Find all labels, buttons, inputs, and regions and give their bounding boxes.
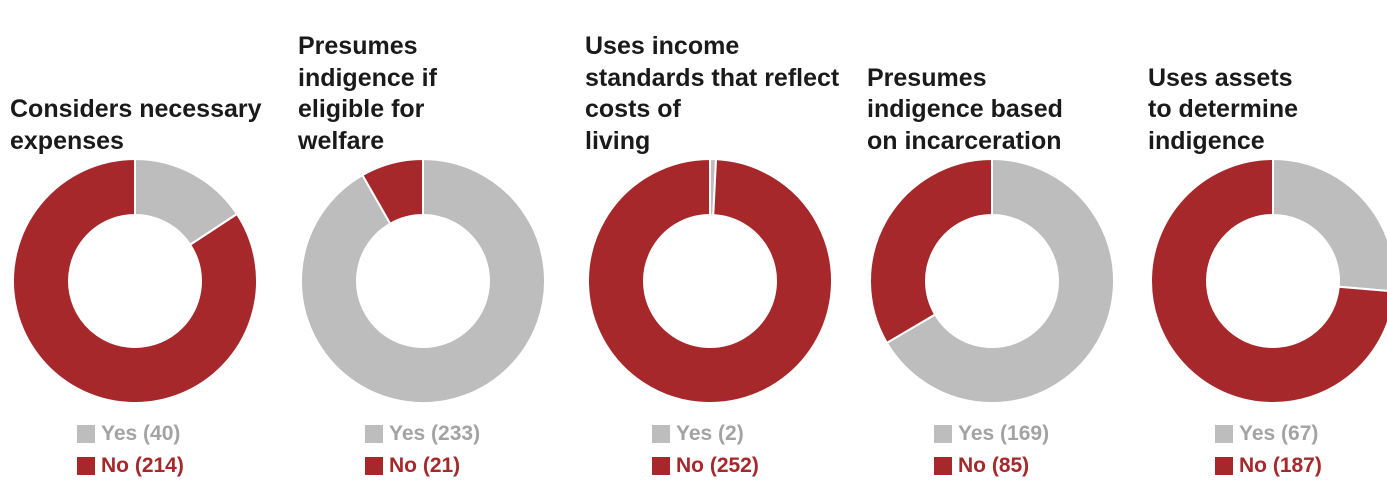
chart-title: Presumes indigence based on incarceratio… [867,63,1063,155]
legend-item-no: No (85) [934,450,1049,482]
donut-slice-no [361,158,424,225]
donut-slice-no [12,158,258,404]
legend-swatch-no [1215,457,1233,475]
legend-swatch-no [77,457,95,475]
donut-slice-no [869,158,993,344]
chart-title: Presumes indigence if eligible for welfa… [298,32,437,155]
legend-label-yes: Yes (233) [389,422,481,445]
chart-panel: Presumes indigence if eligible for welfa… [298,0,573,479]
legend-swatch-yes [77,425,95,443]
legend-swatch-yes [365,425,383,443]
legend-item-no: No (187) [1215,450,1322,482]
legend-item-yes: Yes (67) [1215,418,1322,450]
chart-legend: Yes (67) No (187) [1215,418,1322,482]
legend-label-yes: Yes (2) [676,422,744,445]
legend-swatch-yes [652,425,670,443]
legend-label-yes: Yes (67) [1239,422,1319,445]
legend-swatch-yes [1215,425,1233,443]
legend-item-no: No (21) [365,450,480,482]
legend-label-no: No (85) [958,454,1030,477]
donut-slice-yes [1272,158,1387,292]
legend-swatch-no [365,457,383,475]
chart-title: Considers necessary expenses [10,95,262,155]
chart-title: Uses assets to determine indigence [1148,63,1299,155]
legend-label-no: No (252) [676,454,759,477]
chart-title: Uses income standards that reflect costs… [585,32,840,155]
donut-slice-no [1150,158,1387,404]
chart-panel: Uses assets to determine indigence Yes (… [1148,0,1387,479]
legend-item-no: No (252) [652,450,759,482]
legend-label-no: No (21) [389,454,461,477]
donut-slice-yes [300,158,546,404]
legend-label-yes: Yes (40) [101,422,181,445]
legend-label-no: No (187) [1239,454,1322,477]
chart-panel: Uses income standards that reflect costs… [585,0,860,479]
chart-legend: Yes (169) No (85) [934,418,1049,482]
legend-item-yes: Yes (169) [934,418,1049,450]
donut-chart [587,158,833,404]
chart-panel: Presumes indigence based on incarceratio… [867,0,1142,479]
legend-swatch-yes [934,425,952,443]
legend-swatch-no [652,457,670,475]
legend-item-yes: Yes (40) [77,418,184,450]
chart-legend: Yes (40) No (214) [77,418,184,482]
legend-item-yes: Yes (233) [365,418,480,450]
donut-slice-yes [885,158,1115,404]
legend-item-yes: Yes (2) [652,418,759,450]
legend-label-yes: Yes (169) [958,422,1050,445]
chart-panel: Considers necessary expenses Yes (40) No… [10,0,285,479]
legend-item-no: No (214) [77,450,184,482]
chart-legend: Yes (233) No (21) [365,418,480,482]
donut-chart [869,158,1115,404]
chart-legend: Yes (2) No (252) [652,418,759,482]
donut-chart [300,158,546,404]
legend-label-no: No (214) [101,454,184,477]
donut-chart [1150,158,1387,404]
donut-slice-no [587,158,833,404]
donut-chart [12,158,258,404]
legend-swatch-no [934,457,952,475]
